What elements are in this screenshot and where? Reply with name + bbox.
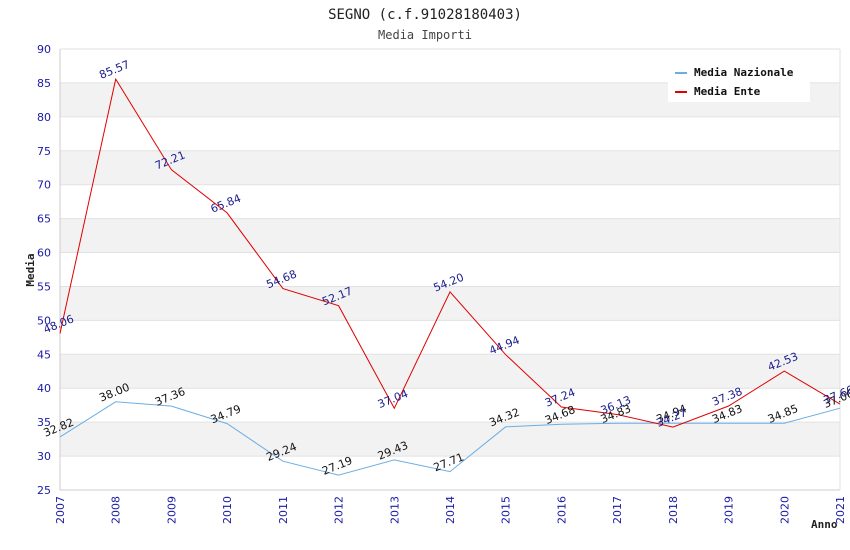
x-tick-label: 2019 — [723, 496, 736, 524]
x-tick-label: 2011 — [277, 496, 290, 524]
series-line-media-ente — [59, 77, 841, 428]
y-tick-label: 45 — [37, 348, 51, 361]
y-tick-labels: 25 30 35 40 45 50 55 60 65 70 75 80 85 90 — [37, 43, 51, 497]
y-tick-label: 80 — [37, 111, 51, 124]
x-axis-label: Anno — [811, 518, 838, 531]
data-label-ente: 85.57 — [97, 58, 131, 82]
y-tick-label: 55 — [37, 280, 51, 293]
x-tick-label: 2008 — [110, 496, 123, 524]
legend-background — [668, 60, 810, 102]
chart-subtitle: Media Importi — [378, 28, 472, 42]
x-tick-label: 2015 — [500, 496, 513, 524]
series-line-media-nazionale — [59, 401, 841, 476]
x-tick-label: 2020 — [778, 496, 791, 524]
legend-label-media-ente: Media Ente — [694, 85, 761, 98]
legend-label-media-nazionale: Media Nazionale — [694, 66, 794, 79]
y-tick-label: 60 — [37, 247, 51, 260]
x-tick-label: 2007 — [54, 496, 67, 524]
y-tick-label: 50 — [37, 314, 51, 327]
x-tick-label: 2009 — [165, 496, 178, 524]
grid-band — [60, 354, 840, 389]
y-tick-label: 40 — [37, 382, 51, 395]
y-tick-label: 70 — [37, 179, 51, 192]
y-axis-label: Media — [24, 253, 37, 286]
grid-band — [60, 218, 840, 253]
grid-band — [60, 422, 840, 457]
x-tick-label: 2012 — [333, 496, 346, 524]
axes — [59, 49, 841, 491]
x-tick-labels: 2007 2008 2009 2010 2011 2012 2013 2014 2015 2016… — [54, 496, 847, 524]
x-tick-label: 2017 — [611, 496, 624, 524]
data-label-nazionale: 27.19 — [320, 454, 354, 478]
x-tick-label: 2010 — [221, 496, 234, 524]
y-tick-label: 65 — [37, 213, 51, 226]
legend: Media Nazionale Media Ente — [668, 60, 810, 102]
y-tick-label: 25 — [37, 484, 51, 497]
x-tick-label: 2018 — [667, 496, 680, 524]
data-label-ente: 37.04 — [376, 387, 410, 411]
y-tick-label: 90 — [37, 43, 51, 56]
y-tick-label: 85 — [37, 77, 51, 90]
series-lines — [59, 77, 841, 476]
y-tick-label: 35 — [37, 416, 51, 429]
y-tick-label: 75 — [37, 145, 51, 158]
x-tick-label: 2021 — [834, 496, 847, 524]
grid-band — [60, 150, 840, 185]
x-tick-label: 2013 — [388, 496, 401, 524]
x-tick-label: 2014 — [444, 496, 457, 524]
chart-title: SEGNO (c.f.91028180403) — [328, 7, 522, 23]
x-tick-label: 2016 — [555, 496, 568, 524]
y-tick-label: 30 — [37, 450, 51, 463]
